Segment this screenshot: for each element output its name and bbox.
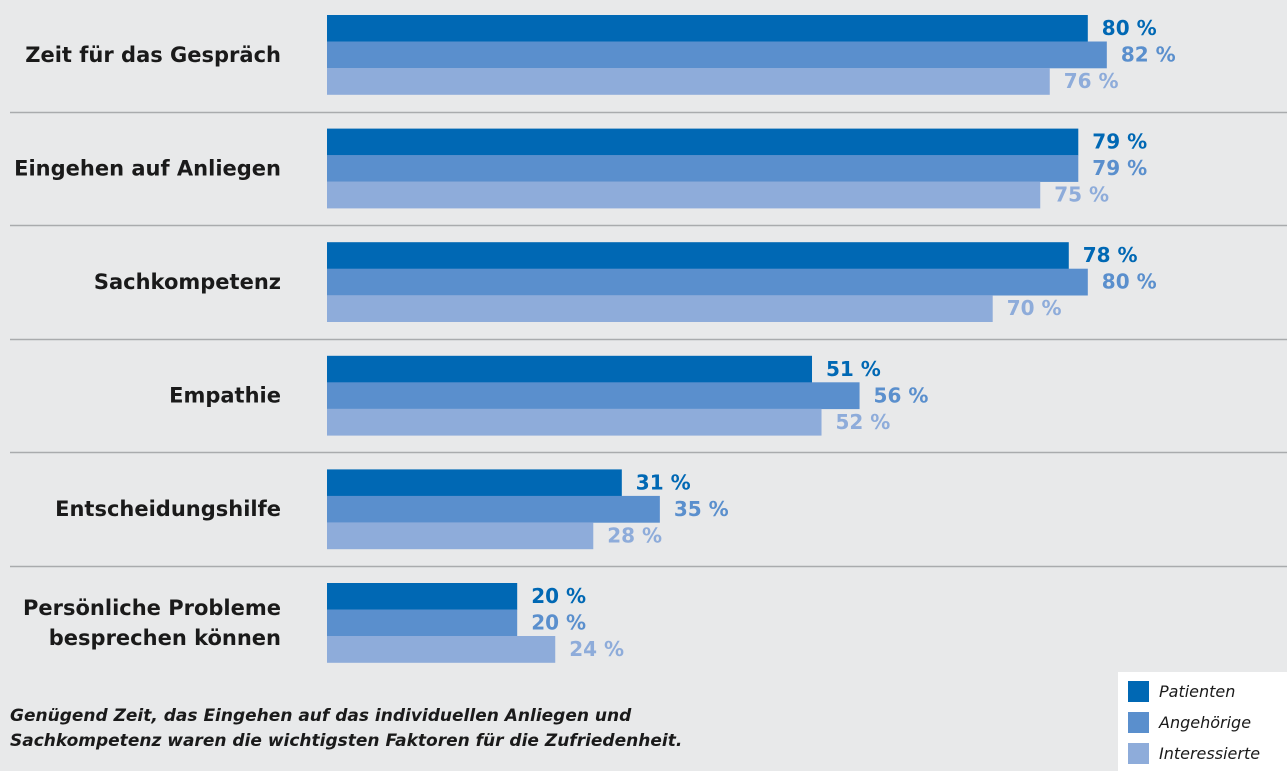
category-label-line: Empathie (169, 384, 281, 408)
category-label-empathie: Empathie (169, 384, 281, 408)
legend-label-angehoerige: Angehörige (1159, 712, 1252, 732)
value-labels: 80 % 82 %76 % 79 %79 % 75 % 78 % 80 % 70 % 51 %… (531, 16, 1175, 661)
bar-patienten-empathie (327, 355, 813, 383)
legend-swatch-patienten (1128, 680, 1149, 702)
value-label-interessierte-sachkompetenz: 70 % (1007, 296, 1062, 320)
value-label-patienten-entscheidungshilfe: 31 % (636, 470, 691, 494)
bar-patienten-zeit-fuer-das-gespraech (327, 15, 1088, 42)
bar-angehoerige-eingehen-auf-anliegen (327, 155, 1079, 182)
bar-angehoerige-zeit-fuer-das-gespraech (327, 41, 1107, 69)
category-label-line: Eingehen auf Anliegen (14, 156, 281, 180)
category-label-line: Persönliche Probleme (23, 596, 281, 620)
bars (327, 15, 1107, 663)
value-label-patienten-eingehen-auf-anliegen: 79 % (1092, 130, 1147, 154)
legend-item-patienten: Patienten (1128, 679, 1235, 703)
legend-swatch-angehoerige (1128, 711, 1149, 733)
category-label-entscheidungshilfe: Entscheidungshilfe (55, 497, 281, 521)
bar-patienten-eingehen-auf-anliegen (327, 128, 1079, 156)
value-label-angehoerige-zeit-fuer-das-gespraech: 82 % (1121, 43, 1176, 67)
value-label-angehoerige-persoenliche-probleme-besprechen-koennen: 20 % (531, 611, 586, 635)
caption-line-1: Genügend Zeit, das Eingehen auf das indi… (10, 706, 632, 726)
value-label-angehoerige-entscheidungshilfe: 35 % (674, 497, 729, 521)
value-label-patienten-sachkompetenz: 78 % (1083, 243, 1138, 267)
value-label-patienten-empathie: 51 % (826, 357, 881, 381)
legend-label-interessierte: Interessierte (1159, 743, 1261, 763)
bar-patienten-entscheidungshilfe (327, 469, 622, 497)
bar-interessierte-sachkompetenz (327, 295, 993, 322)
value-label-patienten-persoenliche-probleme-besprechen-koennen: 20 % (531, 584, 586, 608)
value-label-interessierte-persoenliche-probleme-besprechen-koennen: 24 % (569, 637, 624, 661)
bar-interessierte-zeit-fuer-das-gespraech (327, 68, 1050, 95)
caption: Genügend Zeit, das Eingehen auf das indi… (10, 704, 770, 754)
bar-angehoerige-persoenliche-probleme-besprechen-koennen (327, 609, 518, 637)
category-label-line: Zeit für das Gespräch (25, 43, 281, 67)
bar-interessierte-empathie (327, 408, 822, 436)
legend-item-interessierte: Interessierte (1128, 741, 1260, 765)
category-label-zeit-fuer-das-gespraech: Zeit für das Gespräch (25, 43, 281, 67)
bar-interessierte-entscheidungshilfe (327, 522, 594, 550)
category-labels: Zeit für das Gespräch Eingehen auf Anlieg… (14, 43, 281, 650)
bar-patienten-sachkompetenz (327, 242, 1069, 269)
category-label-eingehen-auf-anliegen: Eingehen auf Anliegen (14, 156, 281, 180)
caption-line-2: Sachkompetenz waren die wichtigsten Fakt… (10, 731, 683, 751)
legend-label-patienten: Patienten (1159, 681, 1236, 701)
category-label-line: Sachkompetenz (94, 270, 281, 294)
value-label-interessierte-zeit-fuer-das-gespraech: 76 % (1064, 69, 1119, 93)
bar-angehoerige-sachkompetenz (327, 268, 1088, 296)
value-label-interessierte-eingehen-auf-anliegen: 75 % (1054, 183, 1109, 207)
category-label-sachkompetenz: Sachkompetenz (94, 270, 281, 294)
value-label-patienten-zeit-fuer-das-gespraech: 80 % (1102, 16, 1157, 40)
category-label-line: besprechen können (49, 626, 281, 650)
bar-interessierte-persoenliche-probleme-besprechen-koennen (327, 636, 556, 663)
value-label-interessierte-empathie: 52 % (836, 410, 891, 434)
bar-angehoerige-entscheidungshilfe (327, 495, 660, 523)
legend-swatch-interessierte (1128, 742, 1149, 764)
category-label-line: Entscheidungshilfe (55, 497, 281, 521)
legend: Patienten Angehörige Interessierte (1118, 672, 1287, 771)
group-separators (10, 111, 1287, 568)
bar-interessierte-eingehen-auf-anliegen (327, 181, 1041, 209)
category-label-persoenliche-probleme-besprechen-koennen: Persönliche Probleme besprechen können (23, 596, 281, 650)
value-label-interessierte-entscheidungshilfe: 28 % (607, 523, 662, 547)
bar-patienten-persoenliche-probleme-besprechen-koennen (327, 583, 518, 610)
legend-item-angehoerige: Angehörige (1128, 710, 1251, 734)
bar-angehoerige-empathie (327, 382, 860, 410)
value-label-angehoerige-sachkompetenz: 80 % (1102, 270, 1157, 294)
value-label-angehoerige-empathie: 56 % (874, 383, 929, 407)
value-label-angehoerige-eingehen-auf-anliegen: 79 % (1092, 156, 1147, 180)
